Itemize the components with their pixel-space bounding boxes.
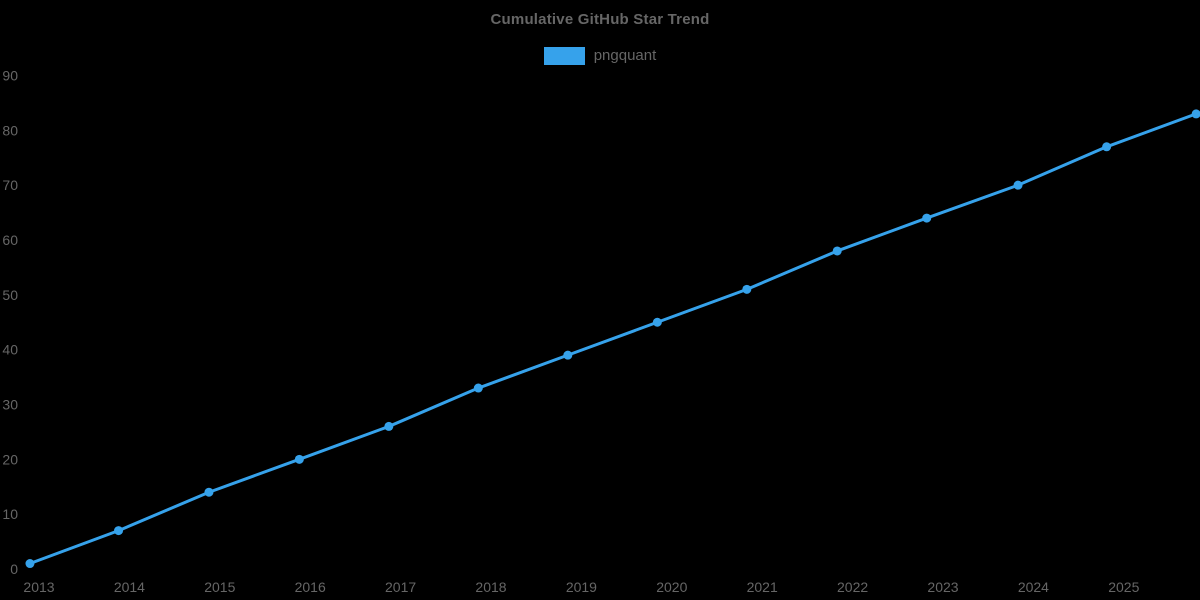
- y-tick-label: 70: [2, 177, 18, 193]
- data-point: [473, 383, 483, 393]
- x-tick-label: 2018: [475, 579, 506, 595]
- data-point: [1191, 109, 1200, 119]
- legend: pngquant: [0, 47, 1200, 65]
- data-point: [1013, 180, 1023, 190]
- data-point: [652, 317, 662, 327]
- series-line: [28, 112, 1198, 566]
- x-tick-label: 2017: [385, 579, 416, 595]
- y-tick-label: 0: [10, 561, 18, 577]
- x-tick-label: 2015: [204, 579, 235, 595]
- x-tick-label: 2025: [1108, 579, 1139, 595]
- data-point: [832, 246, 842, 256]
- data-point: [294, 454, 304, 464]
- x-tick-label: 2020: [656, 579, 687, 595]
- x-tick-label: 2023: [927, 579, 958, 595]
- y-tick-label: 20: [2, 451, 18, 467]
- y-tick-label: 30: [2, 397, 18, 413]
- data-point: [922, 213, 932, 223]
- axis-ticks: 0 10 20 30 40 50 60 70 80 90 2013 2014 2015 2016 2017 2…: [2, 68, 1139, 595]
- y-tick-label: 90: [2, 68, 18, 84]
- x-tick-label: 2013: [23, 579, 54, 595]
- data-point: [25, 559, 35, 569]
- legend-label: pngquant: [593, 47, 657, 64]
- x-tick-label: 2024: [1018, 579, 1049, 595]
- data-point: [1102, 142, 1112, 152]
- chart-title: Cumulative GitHub Star Trend: [490, 11, 710, 28]
- series-layer: [25, 109, 1200, 569]
- data-point: [563, 350, 573, 360]
- data-point: [114, 526, 124, 536]
- y-tick-label: 50: [2, 287, 18, 303]
- x-tick-label: 2021: [747, 579, 778, 595]
- x-tick-label: 2019: [566, 579, 597, 595]
- y-tick-label: 10: [2, 506, 18, 522]
- y-tick-label: 80: [2, 122, 18, 138]
- data-point: [384, 421, 394, 431]
- legend-item-pngquant[interactable]: pngquant: [543, 47, 657, 65]
- x-tick-label: 2014: [114, 579, 145, 595]
- data-point: [742, 284, 752, 294]
- legend-swatch: [543, 47, 585, 65]
- data-point: [204, 487, 214, 497]
- x-tick-label: 2022: [837, 579, 868, 595]
- y-tick-label: 40: [2, 342, 18, 358]
- x-tick-label: 2016: [295, 579, 326, 595]
- y-tick-label: 60: [2, 232, 18, 248]
